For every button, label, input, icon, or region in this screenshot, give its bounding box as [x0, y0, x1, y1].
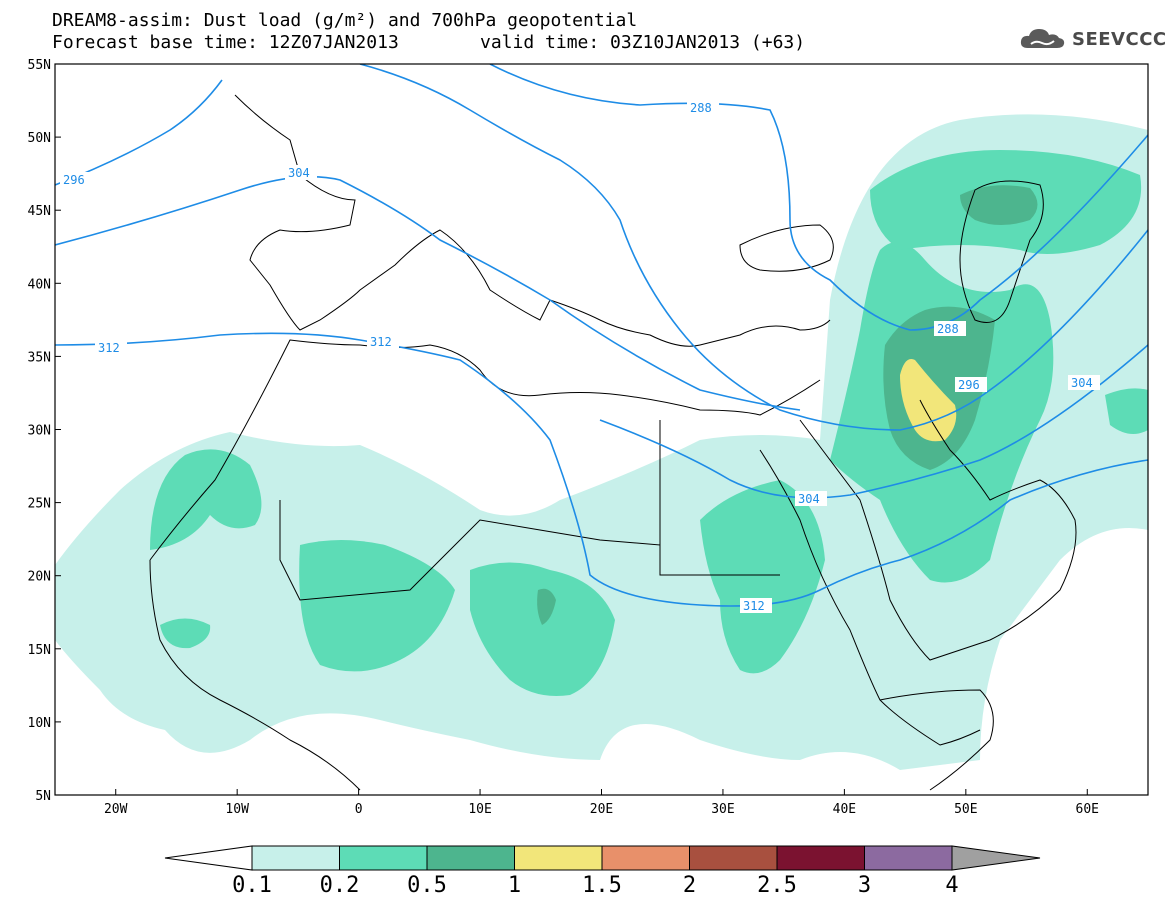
- colorbar-bin: [601, 845, 690, 871]
- coastline-horn: [879, 689, 994, 791]
- dust-region-medium-caspian: [960, 185, 1038, 225]
- border-libya-egypt: [659, 420, 780, 576]
- contour-304: [55, 175, 801, 411]
- colorbar-bin: [776, 845, 865, 871]
- coastline-red-sea: [759, 449, 981, 746]
- lon-tick-label: 20E: [590, 802, 613, 817]
- seevccc-logo: SEEVCCC: [1018, 26, 1165, 52]
- lon-tick-label: 20W: [104, 802, 128, 817]
- lon-tick-label: 50E: [954, 802, 977, 817]
- map-title: DREAM8-assim: Dust load (g/m²) and 700hP…: [52, 10, 638, 31]
- contour-label: 304: [1071, 376, 1093, 390]
- dust-region-medium-iraq: [883, 306, 995, 470]
- colorbar-tick-label: 1: [508, 873, 521, 898]
- colorbar-tick-label: 0.1: [232, 873, 272, 898]
- contour-label: 288: [937, 322, 959, 336]
- coastline-black-sea: [739, 224, 834, 272]
- dust-region-light-chad: [470, 562, 615, 696]
- lon-tick-label: 40E: [833, 802, 856, 817]
- lon-tick-label: 10E: [468, 802, 491, 817]
- colorbar-tick-label: 1.5: [582, 873, 622, 898]
- dust-region-medium-chad: [537, 588, 556, 625]
- lon-tick-label: 60E: [1076, 802, 1099, 817]
- colorbar-tick-label: 0.2: [320, 873, 360, 898]
- dust-load-layer: [55, 114, 1148, 770]
- contour-label: 312: [98, 341, 120, 355]
- contour-label: 304: [798, 492, 820, 506]
- dust-region-light-oman: [1105, 388, 1148, 434]
- coastlines-borders: [149, 94, 1077, 791]
- colorbar-tick-label: 3: [858, 873, 871, 898]
- lat-tick-label: 40N: [28, 277, 51, 292]
- colorbar-bin: [426, 845, 515, 871]
- colorbar-tick-label: 0.5: [407, 873, 447, 898]
- lat-tick-label: 50N: [28, 131, 51, 146]
- lat-tick-label: 35N: [28, 350, 51, 365]
- colorbar-tick-label: 2.5: [757, 873, 797, 898]
- lat-tick-label: 15N: [28, 643, 51, 658]
- coastline-africa-west: [149, 559, 361, 791]
- colorbar-low-arrow: [164, 845, 253, 871]
- border-sahara: [279, 420, 661, 601]
- contour-label: 296: [958, 378, 980, 392]
- colorbar-high-arrow: [951, 845, 1041, 871]
- logo-text: SEEVCCC: [1072, 28, 1165, 50]
- lat-tick-label: 30N: [28, 424, 51, 439]
- contour-296: [55, 79, 223, 186]
- longitude-axis: 20W 10W 0 10E 20E 30E 40E 50E 60E: [104, 789, 1099, 817]
- forecast-base-time: Forecast base time: 12Z07JAN2013: [52, 32, 399, 53]
- lat-tick-label: 10N: [28, 716, 51, 731]
- dust-region-light-small: [160, 618, 211, 649]
- dust-region-light-nubia: [700, 480, 825, 674]
- lon-tick-label: 10W: [225, 802, 249, 817]
- contour-labels: 296 304 288 312 312 288 296 304 304 312: [60, 100, 1100, 613]
- contour-288-north: [359, 64, 1148, 431]
- cloud-icon: [1020, 29, 1065, 48]
- colorbar-tick-label: 2: [683, 873, 696, 898]
- colorbar-tick-label: 4: [945, 873, 958, 898]
- lat-tick-label: 45N: [28, 204, 51, 219]
- coastline-arabia: [799, 399, 1077, 661]
- colorbar: 0.1 0.2 0.5 1 1.5 2 2.5 3 4: [164, 845, 1041, 898]
- contour-label: 312: [370, 335, 392, 349]
- colorbar-bin: [339, 845, 428, 871]
- contour-304-east: [599, 344, 1148, 499]
- colorbar-bin: [689, 845, 778, 871]
- contour-288-east: [489, 64, 1148, 331]
- contour-label: 296: [63, 173, 85, 187]
- colorbar-bin: [251, 845, 340, 871]
- lat-tick-label: 5N: [35, 789, 51, 804]
- dust-region-light-sahel: [299, 540, 455, 672]
- lat-tick-label: 25N: [28, 497, 51, 512]
- lon-tick-label: 0: [355, 802, 363, 817]
- coastline-africa-north: [149, 339, 821, 561]
- dust-region-high: [900, 359, 957, 442]
- coastline-caspian: [959, 180, 1044, 323]
- lon-tick-label: 30E: [711, 802, 734, 817]
- colorbar-bin: [864, 845, 953, 871]
- contour-label: 304: [288, 166, 310, 180]
- contour-label: 288: [690, 101, 712, 115]
- geopotential-contours: [55, 64, 1148, 607]
- lat-tick-label: 20N: [28, 570, 51, 585]
- latitude-axis: 55N 50N 45N 40N 35N 30N 25N 20N 15N 10N 5N: [28, 58, 61, 804]
- contour-312: [55, 332, 1148, 607]
- valid-time: valid time: 03Z10JAN2013 (+63): [480, 32, 806, 53]
- colorbar-bin: [514, 845, 603, 871]
- lat-tick-label: 55N: [28, 58, 51, 73]
- contour-label: 312: [743, 599, 765, 613]
- coastline-europe: [234, 94, 831, 347]
